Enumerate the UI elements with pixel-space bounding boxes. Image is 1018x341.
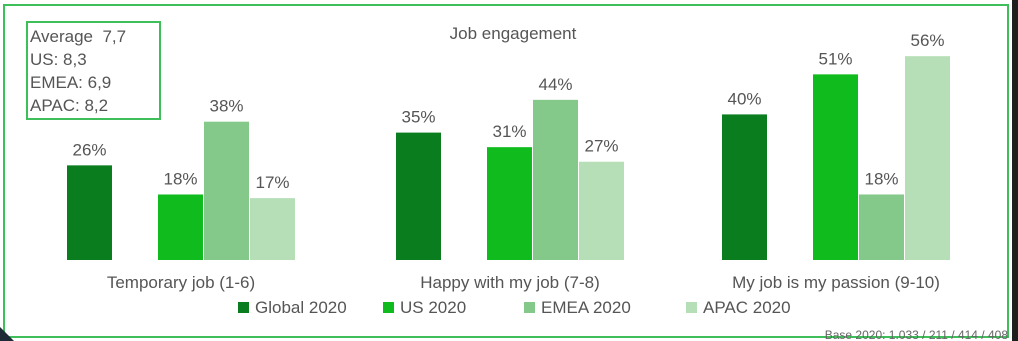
bar-value-label: 27% — [584, 137, 618, 156]
bar-global-2020-2 — [396, 132, 441, 260]
bar-value-label: 51% — [818, 49, 852, 68]
legend-label: Global 2020 — [255, 298, 347, 317]
category-label: My job is my passion (9-10) — [732, 273, 940, 292]
bar-value-label: 40% — [727, 89, 761, 108]
chart-title: Job engagement — [450, 24, 577, 43]
bar-value-label: 26% — [72, 140, 106, 159]
average-emea: EMEA: 6,9 — [30, 73, 111, 92]
bar-value-label: 18% — [864, 169, 898, 188]
legend-swatch — [524, 302, 535, 313]
legend-swatch — [686, 302, 697, 313]
bar-value-label: 18% — [163, 169, 197, 188]
bar-apac-2020-2 — [579, 161, 624, 260]
bar-global-2020-1 — [67, 165, 112, 260]
legend-label: APAC 2020 — [703, 298, 791, 317]
legend-swatch — [383, 302, 394, 313]
window-edge — [1012, 0, 1018, 341]
bar-us-2020-3 — [813, 74, 858, 260]
bar-value-label: 44% — [538, 75, 572, 94]
bar-value-label: 35% — [401, 108, 435, 127]
averages-box — [26, 21, 161, 120]
bar-emea-2020-1 — [204, 121, 249, 261]
average-apac: APAC: 8,2 — [30, 96, 108, 115]
bar-global-2020-3 — [722, 114, 767, 261]
bar-emea-2020-2 — [533, 99, 578, 260]
bar-value-label: 17% — [255, 173, 289, 192]
average-us: US: 8,3 — [30, 50, 87, 69]
bar-us-2020-1 — [158, 194, 203, 260]
category-label: Happy with my job (7-8) — [420, 273, 600, 292]
bar-value-label: 56% — [910, 31, 944, 50]
bar-value-label: 31% — [492, 122, 526, 141]
corner-decoration — [0, 327, 14, 341]
bar-us-2020-2 — [487, 147, 532, 260]
legend-swatch — [238, 302, 249, 313]
bar-apac-2020-3 — [905, 56, 950, 260]
legend-label: US 2020 — [400, 298, 466, 317]
base-footnote: Base 2020: 1.033 / 211 / 414 / 408 — [825, 328, 1009, 341]
bar-emea-2020-3 — [859, 194, 904, 260]
legend-label: EMEA 2020 — [541, 298, 631, 317]
bar-value-label: 38% — [209, 97, 243, 116]
bar-apac-2020-1 — [250, 198, 295, 260]
average-overall: Average 7,7 — [30, 27, 126, 46]
category-label: Temporary job (1-6) — [107, 273, 255, 292]
